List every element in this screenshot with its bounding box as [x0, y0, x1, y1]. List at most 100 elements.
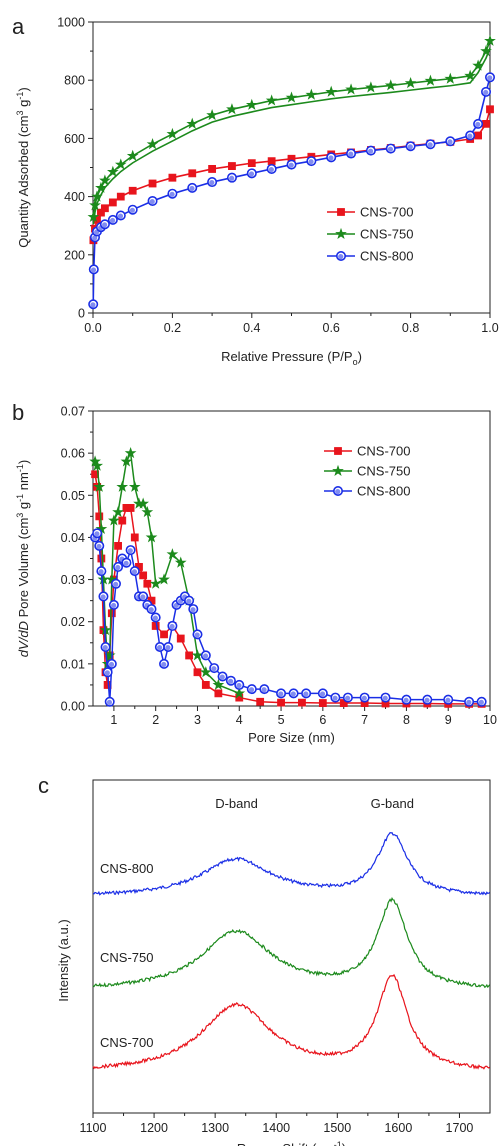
data-point-fill [129, 207, 135, 213]
data-point-fill [209, 180, 215, 186]
panel-b-xtick-label: 9 [445, 713, 452, 727]
data-point-fill [123, 560, 129, 566]
data-point-fill [106, 699, 113, 705]
panel-a-xtick-label: 0.8 [402, 321, 419, 335]
data-point [130, 533, 139, 542]
panel-b-ytick-label: 0.00 [61, 700, 85, 714]
data-point [149, 577, 162, 589]
panel-b-xtick-label: 2 [152, 713, 159, 727]
series-line-desorption-cns-750 [92, 47, 491, 225]
data-point [185, 651, 194, 660]
data-point [151, 622, 160, 630]
data-point [474, 131, 482, 140]
data-point-fill [131, 569, 138, 575]
data-point [168, 173, 177, 182]
data-point-fill [345, 695, 351, 701]
spectrum-label-cns-800: CNS-800 [100, 861, 153, 876]
data-point [95, 512, 104, 521]
data-point [93, 480, 106, 492]
data-point [126, 504, 135, 512]
series-cns-700 [91, 470, 486, 708]
data-point [118, 516, 127, 525]
data-point-fill [169, 623, 175, 630]
panel-b-axes [92, 410, 491, 707]
data-point-fill [190, 607, 196, 613]
legend-label: CNS-800 [360, 249, 413, 264]
data-point [97, 554, 106, 563]
data-point-fill [169, 191, 175, 197]
data-point-fill [348, 151, 354, 157]
data-point-fill [483, 89, 489, 96]
data-point [108, 514, 120, 526]
data-point [120, 455, 133, 467]
panel-b-xtick-label: 4 [236, 713, 243, 727]
panel-a-legend: CNS-700 CNS-750 CNS-800 [327, 205, 413, 264]
data-point [146, 138, 159, 150]
data-point-fill [186, 598, 192, 604]
data-point-fill [361, 695, 367, 701]
data-point-fill [424, 697, 430, 703]
data-point [148, 179, 157, 188]
series-cns-700 [89, 105, 494, 245]
data-point [214, 689, 223, 698]
data-point-fill [328, 155, 334, 161]
annotation-d-band: D-band [215, 796, 258, 811]
panel-a-ytick-label: 1000 [57, 16, 85, 30]
panel-c-ticks: 1100 1200 1300 1400 1500 1600 1700 [80, 1113, 474, 1135]
data-point-fill [211, 666, 217, 672]
data-point [112, 505, 124, 518]
panel-c-xtick-label: 1600 [384, 1121, 412, 1135]
panel-c-xlabel: Raman Shift (cm-1) [237, 1140, 346, 1146]
data-point-fill [278, 691, 284, 697]
data-point-fill [229, 175, 235, 181]
panel-letter-b: b [12, 400, 24, 425]
data-point [188, 169, 197, 178]
panel-b-ytick-label: 0.01 [61, 657, 85, 671]
data-point [114, 541, 122, 550]
data-point [141, 505, 154, 518]
panel-a-ytick-label: 800 [64, 74, 85, 88]
data-point-fill [127, 548, 133, 554]
data-point [166, 548, 179, 560]
panel-c-xtick-label: 1700 [446, 1121, 474, 1135]
panel-a-xlabel: Relative Pressure (P/Po) [221, 349, 362, 367]
data-point-fill [288, 162, 294, 168]
data-point [91, 190, 103, 202]
data-point-fill [308, 159, 314, 165]
panel-b-ytick-label: 0.07 [61, 405, 85, 419]
data-point [404, 76, 417, 89]
spectrum-label-cns-700: CNS-700 [100, 1035, 153, 1050]
data-point [101, 204, 109, 213]
legend-label: CNS-700 [360, 205, 413, 220]
data-point-fill [110, 602, 117, 609]
data-point [365, 81, 377, 93]
panel-a-ytick-label: 0 [78, 307, 85, 321]
data-point [137, 497, 150, 509]
data-point-fill [140, 594, 146, 600]
data-point [87, 210, 100, 222]
data-point-fill [445, 697, 451, 703]
series-line-cns-800 [92, 77, 491, 305]
data-point [486, 105, 494, 114]
panel-c-xtick-label: 1500 [323, 1121, 351, 1135]
legend-label: CNS-800 [357, 484, 410, 499]
data-point [318, 699, 327, 707]
panel-c-xtick-label: 1300 [201, 1121, 229, 1135]
panel-letter-c: c [38, 773, 49, 798]
panel-b-ylabel: dV/dD Pore Volume (cm3 g-1 nm-1) [15, 460, 31, 657]
data-point [166, 127, 179, 140]
data-point [256, 697, 265, 706]
panel-b-xtick-label: 6 [319, 713, 326, 727]
panel-a-xtick-label: 0.6 [323, 321, 340, 335]
legend-marker-fill [335, 489, 341, 495]
data-point [193, 668, 202, 677]
data-point [160, 630, 168, 639]
data-point [124, 446, 137, 459]
spectrum-cns-800 [92, 831, 491, 896]
data-point [472, 59, 484, 71]
panel-b-legend: CNS-700 CNS-750 CNS-800 [324, 444, 410, 499]
data-point [116, 192, 125, 201]
data-point-fill [90, 267, 97, 273]
series-cns-800 [88, 72, 495, 310]
panel-b-xtick-label: 3 [194, 713, 201, 727]
